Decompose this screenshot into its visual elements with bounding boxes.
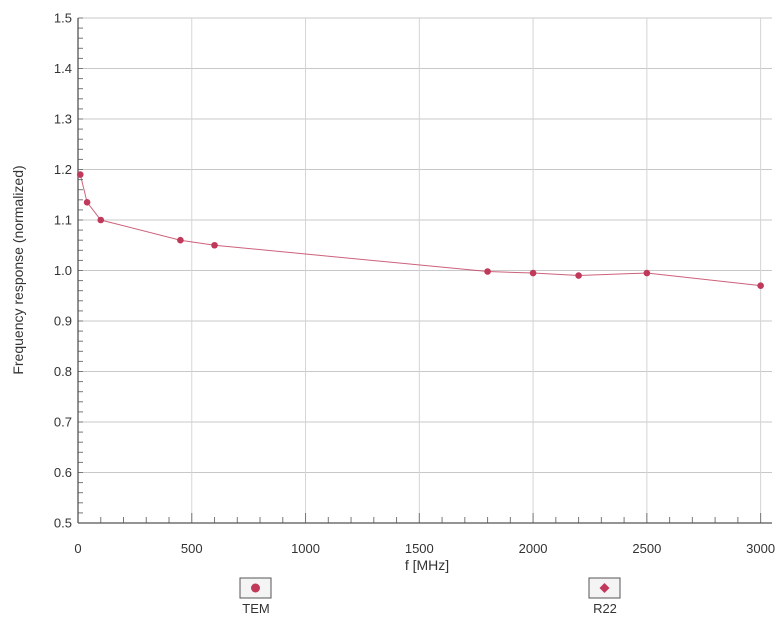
y-tick-label: 1.0	[54, 263, 72, 278]
y-tick-label: 1.4	[54, 61, 72, 76]
x-tick-label: 1000	[291, 541, 320, 556]
series-layer	[76, 171, 764, 289]
x-axis-title: f [MHz]	[405, 557, 449, 573]
x-tick-labels: 0 500 1000 1500 2000 2500 3000	[74, 541, 775, 556]
x-tick-label: 500	[181, 541, 203, 556]
legend-item-tem: TEM	[239, 577, 272, 616]
data-point-tem	[575, 272, 582, 279]
y-tick-label: 0.5	[54, 516, 72, 531]
legend-item-r22: R22	[588, 577, 621, 616]
data-point-tem	[76, 171, 84, 178]
x-tick-label: 0	[74, 541, 81, 556]
legend-label-r22: R22	[593, 601, 617, 616]
data-point-tem	[97, 216, 105, 224]
x-tick-label: 2000	[519, 541, 548, 556]
data-point-tem	[484, 268, 491, 275]
data-point-tem	[529, 269, 537, 277]
y-tick-labels: 0.5 0.6 0.7 0.8 0.9 1.0 1.1 1.2 1.3 1.4 1.5	[54, 11, 72, 531]
data-point-tem	[757, 282, 764, 289]
minor-ticks	[78, 17, 762, 524]
data-point-tem	[643, 269, 651, 277]
legend-marker-r22	[599, 583, 610, 593]
axes	[77, 18, 772, 524]
grid	[78, 17, 772, 524]
x-tick-label: 2500	[632, 541, 661, 556]
y-tick-label: 1.1	[54, 213, 72, 228]
y-tick-label: 0.8	[54, 364, 72, 379]
x-tick-label: 3000	[746, 541, 775, 556]
data-point-tem	[83, 199, 91, 206]
y-tick-label: 1.3	[54, 112, 72, 127]
data-point-tem	[211, 241, 218, 249]
y-tick-label: 1.2	[54, 162, 72, 177]
y-tick-label: 0.7	[54, 415, 72, 430]
y-axis-title: Frequency response (normalized)	[10, 165, 26, 374]
x-tick-label: 1500	[405, 541, 434, 556]
series-line-tem	[79, 174, 761, 287]
legend-label-tem: TEM	[242, 601, 269, 616]
y-tick-label: 0.9	[54, 314, 72, 329]
y-tick-label: 0.6	[54, 465, 72, 480]
legend-marker-tem	[251, 583, 260, 593]
y-tick-label: 1.5	[54, 11, 72, 26]
data-point-tem	[177, 236, 184, 244]
